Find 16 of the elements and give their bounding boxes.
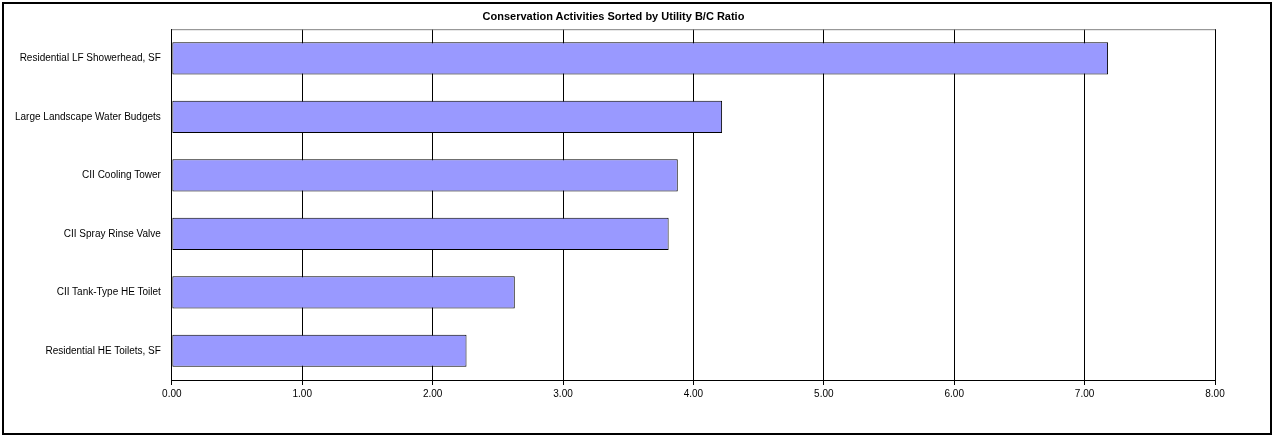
x-tick-label: 3.00 — [553, 387, 574, 399]
x-tick-label: 1.00 — [292, 387, 313, 399]
y-tick-label: CII Spray Rinse Valve — [63, 227, 162, 239]
x-tick-label: 7.00 — [1074, 387, 1095, 399]
y-tick-label: Residential LF Showerhead, SF — [19, 52, 161, 64]
y-tick-label: CII Cooling Tower — [82, 169, 162, 181]
chart-title: Conservation Activities Sorted by Utility B/C Ratio — [482, 9, 745, 22]
x-tick-label: 5.00 — [814, 387, 834, 399]
x-tick-label: 6.00 — [944, 387, 965, 399]
y-tick-label: Large Landscape Water Budgets — [14, 110, 161, 122]
y-tick-label: CII Tank-Type HE Toilet — [56, 286, 162, 298]
y-tick-label: Residential HE Toilets, SF — [45, 344, 161, 356]
x-tick-label: 8.00 — [1205, 387, 1226, 399]
x-tick-label: 4.00 — [683, 387, 704, 399]
x-tick-label: 0.00 — [162, 387, 182, 399]
x-tick-label: 2.00 — [422, 387, 443, 399]
